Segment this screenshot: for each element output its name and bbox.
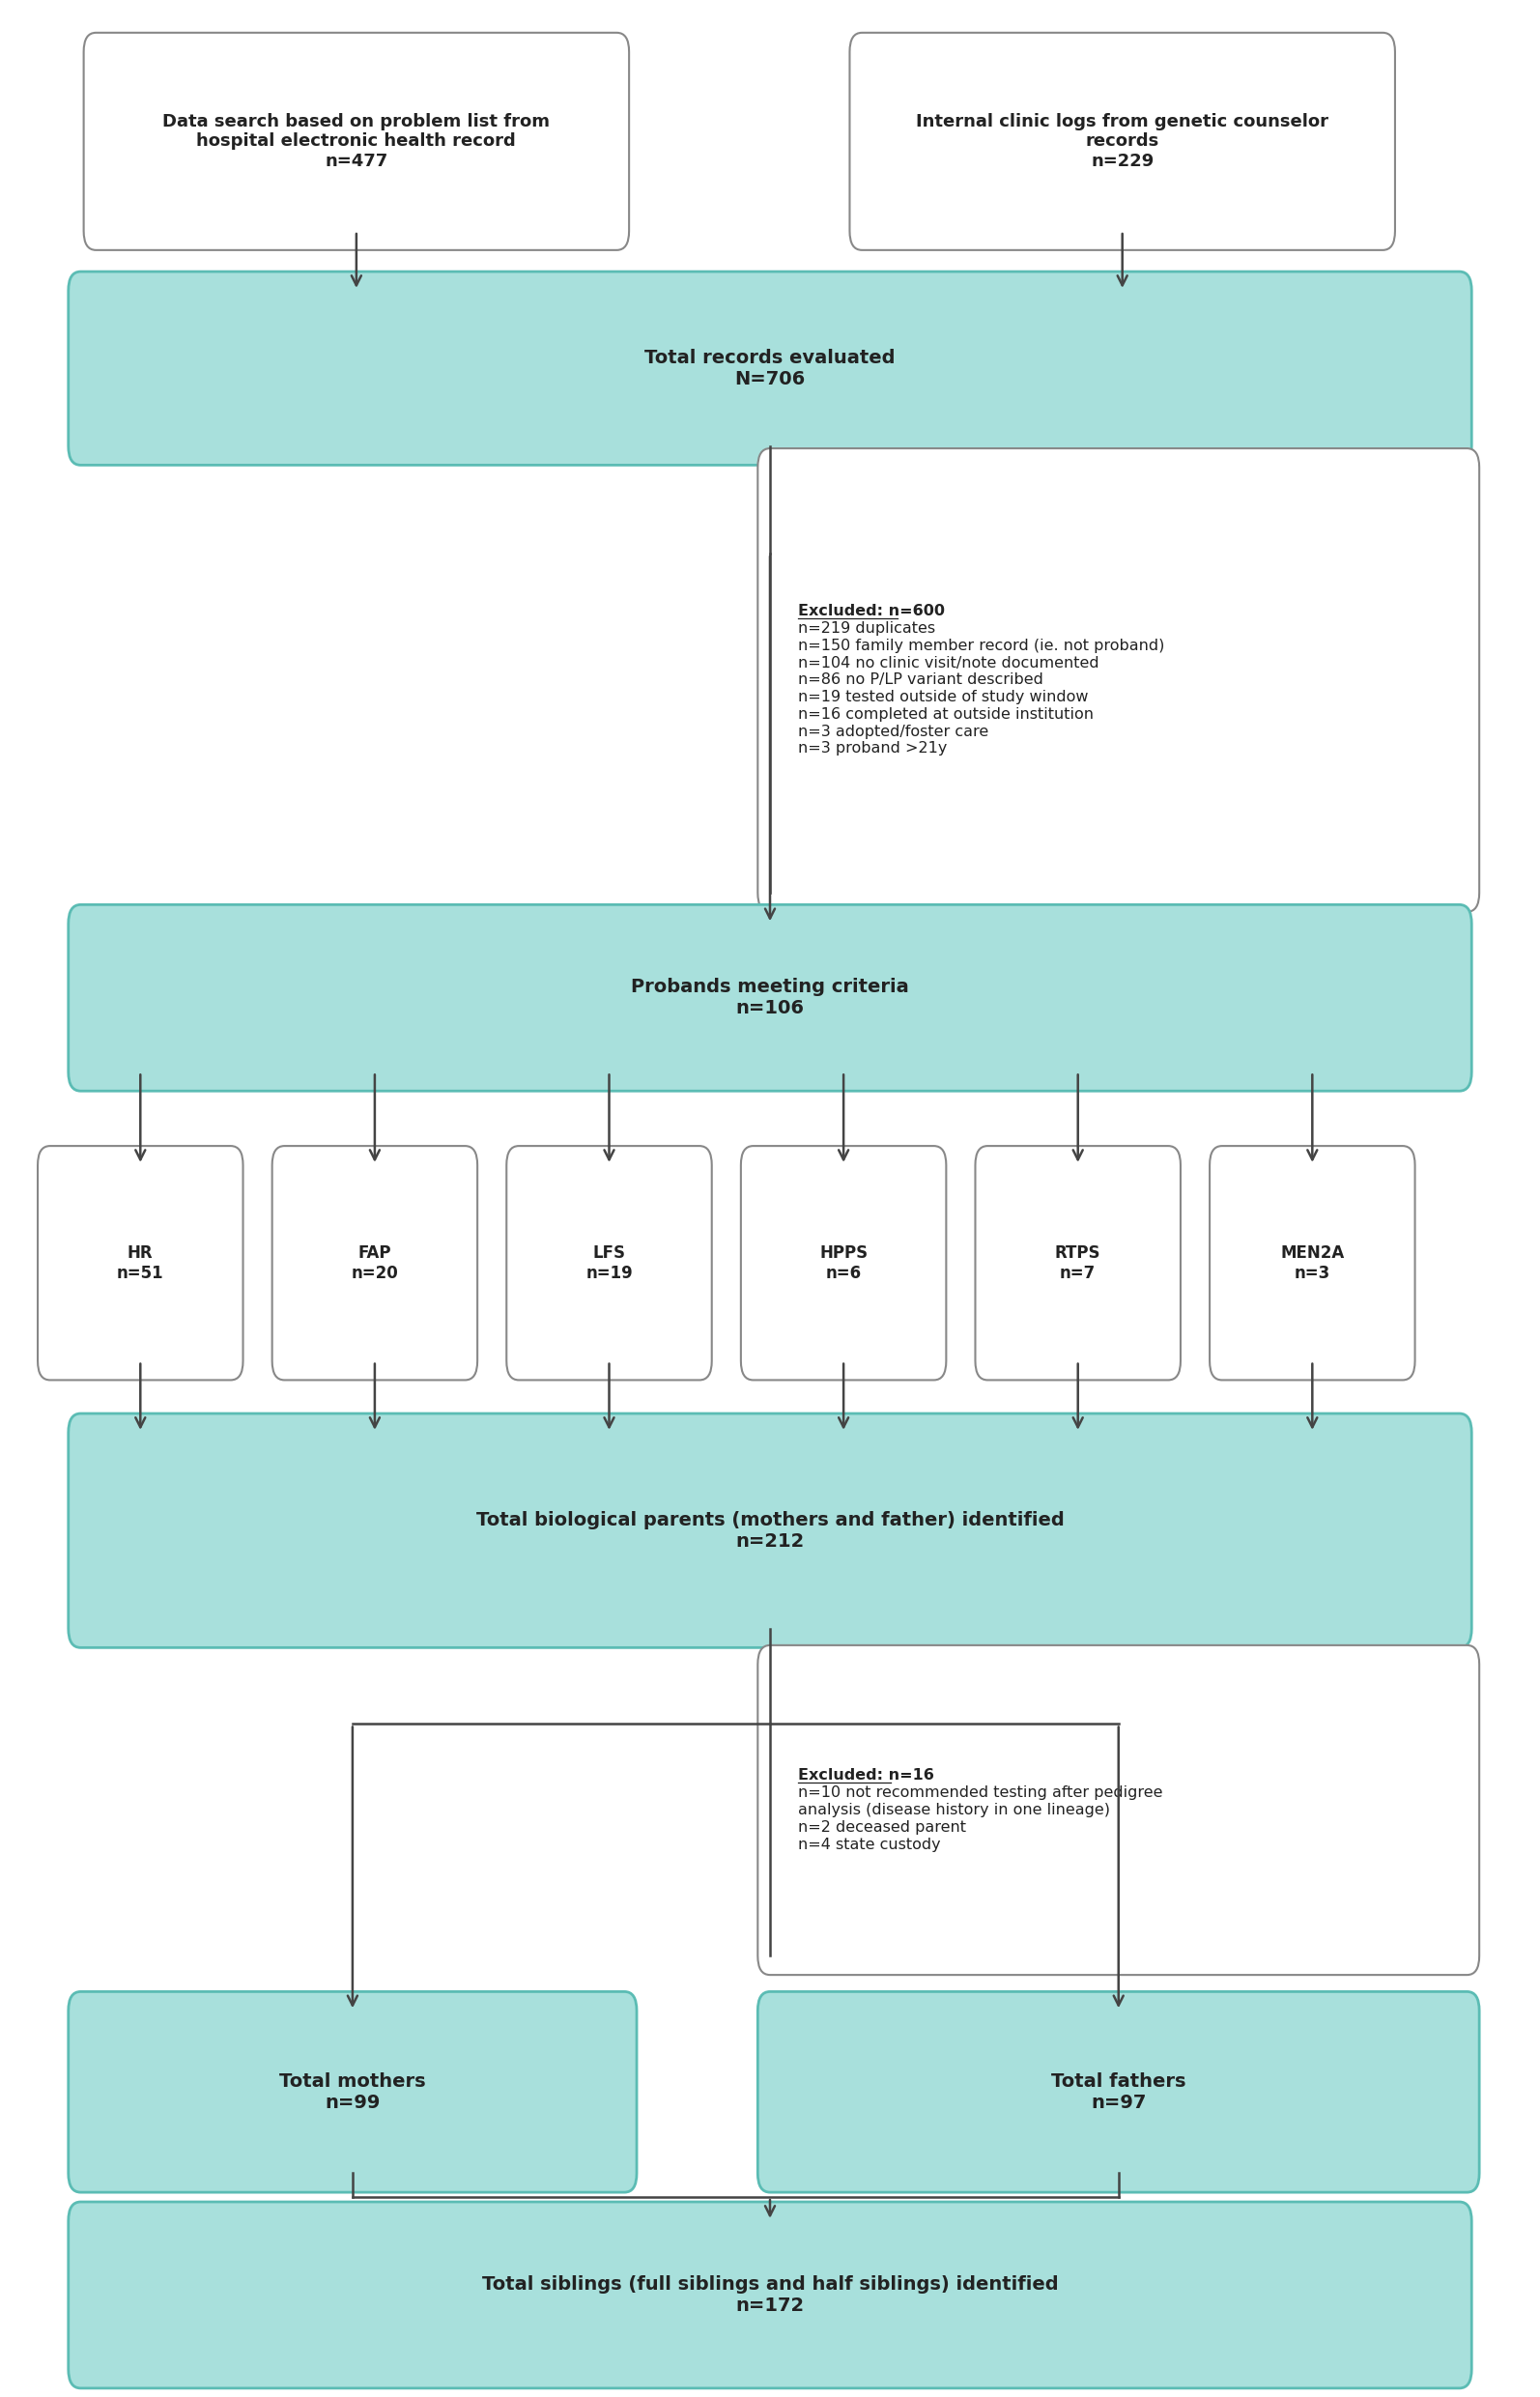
Text: n=219 duplicates: n=219 duplicates xyxy=(798,621,935,635)
Text: HR
n=51: HR n=51 xyxy=(117,1244,163,1282)
FancyBboxPatch shape xyxy=(758,1992,1480,2193)
Text: Excluded: n=600: Excluded: n=600 xyxy=(798,604,944,618)
Text: n=104 no clinic visit/note documented: n=104 no clinic visit/note documented xyxy=(798,657,1098,671)
FancyBboxPatch shape xyxy=(850,34,1395,249)
FancyBboxPatch shape xyxy=(68,1992,636,2193)
FancyBboxPatch shape xyxy=(83,34,628,249)
Text: n=16 completed at outside institution: n=16 completed at outside institution xyxy=(798,707,1093,721)
FancyBboxPatch shape xyxy=(68,1414,1472,1647)
Text: Data search based on problem list from
hospital electronic health record
n=477: Data search based on problem list from h… xyxy=(163,113,550,170)
Text: Internal clinic logs from genetic counselor
records
n=229: Internal clinic logs from genetic counse… xyxy=(916,113,1329,170)
FancyBboxPatch shape xyxy=(1209,1146,1415,1381)
Text: Total siblings (full siblings and half siblings) identified
n=172: Total siblings (full siblings and half s… xyxy=(482,2275,1058,2316)
Text: n=3 proband >21y: n=3 proband >21y xyxy=(798,741,947,755)
Text: analysis (disease history in one lineage): analysis (disease history in one lineage… xyxy=(798,1803,1110,1817)
Text: n=2 deceased parent: n=2 deceased parent xyxy=(798,1819,966,1834)
FancyBboxPatch shape xyxy=(37,1146,243,1381)
Text: n=3 adopted/foster care: n=3 adopted/foster care xyxy=(798,724,989,738)
FancyBboxPatch shape xyxy=(68,904,1472,1091)
Text: n=10 not recommended testing after pedigree: n=10 not recommended testing after pedig… xyxy=(798,1786,1163,1800)
FancyBboxPatch shape xyxy=(741,1146,946,1381)
Text: Total mothers
n=99: Total mothers n=99 xyxy=(279,2071,425,2112)
Text: MEN2A
n=3: MEN2A n=3 xyxy=(1280,1244,1344,1282)
Text: n=150 family member record (ie. not proband): n=150 family member record (ie. not prob… xyxy=(798,638,1164,652)
FancyBboxPatch shape xyxy=(507,1146,711,1381)
FancyBboxPatch shape xyxy=(758,448,1480,911)
FancyBboxPatch shape xyxy=(68,2203,1472,2387)
FancyBboxPatch shape xyxy=(975,1146,1181,1381)
Text: Total biological parents (mothers and father) identified
n=212: Total biological parents (mothers and fa… xyxy=(476,1510,1064,1551)
Text: FAP
n=20: FAP n=20 xyxy=(351,1244,399,1282)
Text: LFS
n=19: LFS n=19 xyxy=(585,1244,633,1282)
Text: Total fathers
n=97: Total fathers n=97 xyxy=(1052,2071,1186,2112)
FancyBboxPatch shape xyxy=(68,271,1472,465)
Text: HPPS
n=6: HPPS n=6 xyxy=(819,1244,867,1282)
FancyBboxPatch shape xyxy=(758,1644,1480,1975)
Text: Total records evaluated
N=706: Total records evaluated N=706 xyxy=(645,348,895,388)
FancyBboxPatch shape xyxy=(273,1146,477,1381)
Text: n=4 state custody: n=4 state custody xyxy=(798,1836,941,1850)
Text: RTPS
n=7: RTPS n=7 xyxy=(1055,1244,1101,1282)
Text: Probands meeting criteria
n=106: Probands meeting criteria n=106 xyxy=(631,978,909,1019)
Text: Excluded: n=16: Excluded: n=16 xyxy=(798,1769,933,1783)
Text: n=19 tested outside of study window: n=19 tested outside of study window xyxy=(798,690,1087,705)
Text: n=86 no P/LP variant described: n=86 no P/LP variant described xyxy=(798,674,1043,688)
